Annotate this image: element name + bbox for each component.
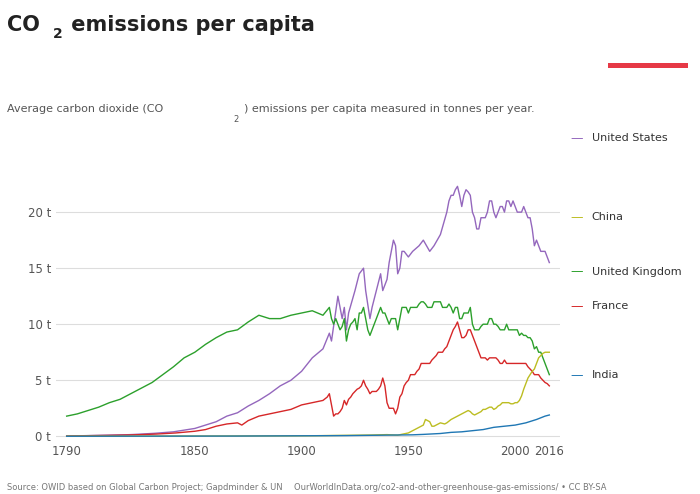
Text: —: — [570, 211, 583, 224]
Text: United Kingdom: United Kingdom [592, 267, 681, 277]
Text: China: China [592, 212, 624, 222]
Text: 2: 2 [53, 27, 63, 41]
Text: —: — [570, 369, 583, 382]
Text: Our World: Our World [620, 28, 676, 38]
Text: —: — [570, 132, 583, 145]
Text: emissions per capita: emissions per capita [64, 15, 315, 35]
Text: Average carbon dioxide (CO: Average carbon dioxide (CO [7, 104, 163, 114]
Text: France: France [592, 301, 629, 311]
Text: Source: OWID based on Global Carbon Project; Gapdminder & UN: Source: OWID based on Global Carbon Proj… [7, 483, 283, 492]
Text: 2: 2 [233, 115, 238, 124]
Text: in Data: in Data [628, 46, 668, 56]
Text: CO: CO [7, 15, 40, 35]
Bar [608, 63, 688, 68]
Text: —: — [570, 300, 583, 313]
Text: India: India [592, 370, 619, 380]
Text: —: — [570, 265, 583, 278]
Text: OurWorldInData.org/co2-and-other-greenhouse-gas-emissions/ • CC BY-SA: OurWorldInData.org/co2-and-other-greenho… [294, 483, 606, 492]
Text: ) emissions per capita measured in tonnes per year.: ) emissions per capita measured in tonne… [244, 104, 534, 114]
Text: United States: United States [592, 133, 667, 143]
